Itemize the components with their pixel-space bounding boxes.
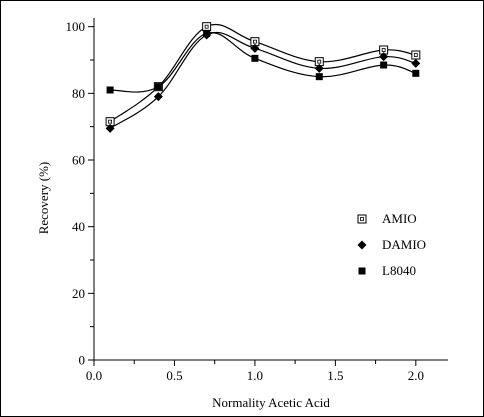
- y-tick-label: 0: [79, 353, 86, 368]
- series-line-amio: [109, 24, 416, 123]
- x-ticks: 0.0 0.5 1.0 1.5 2.0: [86, 360, 424, 383]
- x-tick-label: 0.0: [86, 368, 102, 383]
- legend-marker-l8040: [358, 267, 366, 275]
- data-point-l8040: [154, 83, 162, 91]
- x-axis-title: Normality Acetic Acid: [212, 395, 330, 410]
- y-axis-title: Recovery (%): [36, 162, 51, 235]
- series-amio: [105, 22, 421, 127]
- series-line-damio: [109, 31, 416, 129]
- legend-marker-damio: [357, 240, 367, 250]
- data-point-damio: [314, 63, 324, 73]
- axes: [93, 18, 448, 361]
- data-point-l8040: [251, 54, 259, 62]
- legend-item-amio: AMIO: [357, 211, 417, 226]
- data-point-damio: [250, 43, 260, 53]
- legend-item-damio: DAMIO: [357, 237, 426, 252]
- y-ticks: 0 20 40 60 80 100: [66, 19, 94, 368]
- y-tick-label: 100: [66, 19, 86, 34]
- legend: AMIO DAMIO L8040: [357, 211, 426, 278]
- legend-label-damio: DAMIO: [382, 237, 426, 252]
- series-damio: [105, 30, 421, 133]
- data-point-l8040: [106, 86, 114, 94]
- y-tick-label: 60: [72, 153, 85, 168]
- y-tick-label: 40: [72, 219, 85, 234]
- data-point-amio: [411, 50, 421, 60]
- series-layer: [105, 22, 421, 133]
- data-point-damio: [153, 92, 163, 102]
- data-point-damio: [379, 52, 389, 62]
- x-tick-label: 1.0: [247, 368, 263, 383]
- data-point-damio: [105, 123, 115, 133]
- series-l8040: [106, 29, 420, 94]
- legend-label-amio: AMIO: [382, 211, 417, 226]
- x-tick-label: 0.5: [166, 368, 182, 383]
- data-point-amio: [202, 22, 212, 32]
- y-tick-label: 80: [72, 86, 85, 101]
- x-tick-label: 2.0: [408, 368, 424, 383]
- data-point-l8040: [315, 73, 323, 81]
- y-tick-label: 20: [72, 286, 85, 301]
- legend-item-l8040: L8040: [358, 263, 416, 278]
- x-tick-label: 1.5: [327, 368, 343, 383]
- data-point-l8040: [203, 29, 211, 37]
- data-point-l8040: [380, 61, 388, 69]
- legend-marker-amio: [357, 214, 367, 224]
- legend-label-l8040: L8040: [382, 263, 416, 278]
- data-point-l8040: [412, 69, 420, 77]
- data-point-damio: [411, 58, 421, 68]
